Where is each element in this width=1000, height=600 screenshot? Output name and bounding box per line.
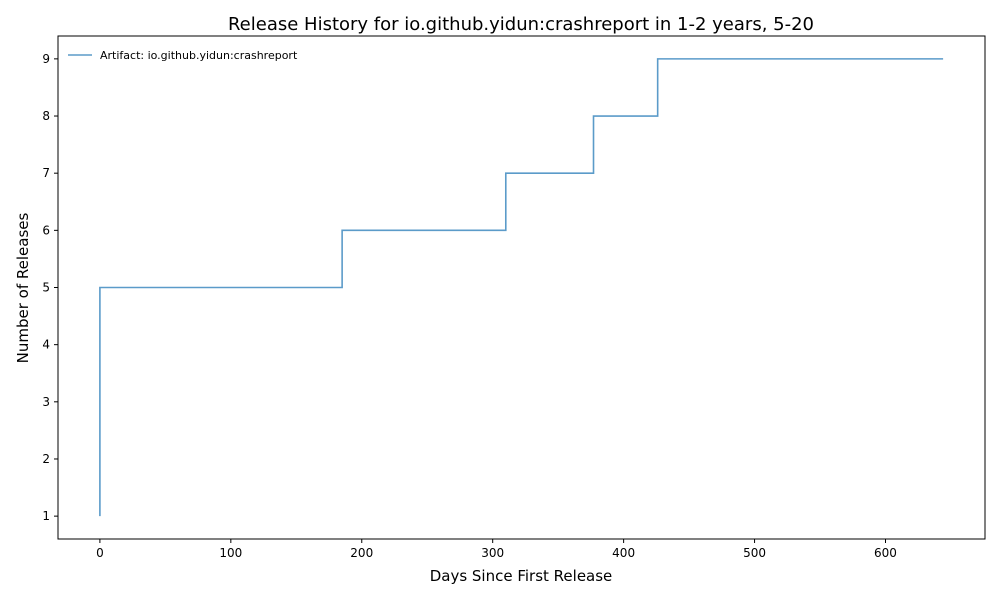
y-tick-label: 7 bbox=[42, 166, 50, 180]
x-tick-label: 100 bbox=[219, 546, 242, 560]
plot-area bbox=[99, 58, 944, 517]
x-axis-ticks: 0 100 200 300 400 500 600 bbox=[96, 539, 897, 560]
x-tick-label: 0 bbox=[96, 546, 104, 560]
legend: Artifact: io.github.yidun:crashreport bbox=[68, 49, 298, 62]
y-tick-label: 8 bbox=[42, 109, 50, 123]
y-tick-label: 2 bbox=[42, 452, 50, 466]
x-tick-label: 200 bbox=[350, 546, 373, 560]
x-axis-label: Days Since First Release bbox=[430, 567, 613, 585]
legend-label: Artifact: io.github.yidun:crashreport bbox=[100, 49, 298, 62]
y-tick-label: 6 bbox=[42, 223, 50, 237]
chart-title: Release History for io.github.yidun:cras… bbox=[228, 14, 814, 35]
y-tick-label: 1 bbox=[42, 509, 50, 523]
y-tick-label: 3 bbox=[42, 395, 50, 409]
x-tick-label: 300 bbox=[481, 546, 504, 560]
y-tick-label: 9 bbox=[42, 52, 50, 66]
series-line-0 bbox=[99, 58, 944, 517]
x-tick-label: 500 bbox=[743, 546, 766, 560]
x-tick-label: 400 bbox=[612, 546, 635, 560]
y-tick-label: 5 bbox=[42, 281, 50, 295]
y-tick-label: 4 bbox=[42, 338, 50, 352]
y-axis-ticks: 1 2 3 4 5 6 7 8 9 bbox=[42, 52, 58, 523]
x-tick-label: 600 bbox=[874, 546, 897, 560]
y-axis-label: Number of Releases bbox=[14, 212, 32, 363]
